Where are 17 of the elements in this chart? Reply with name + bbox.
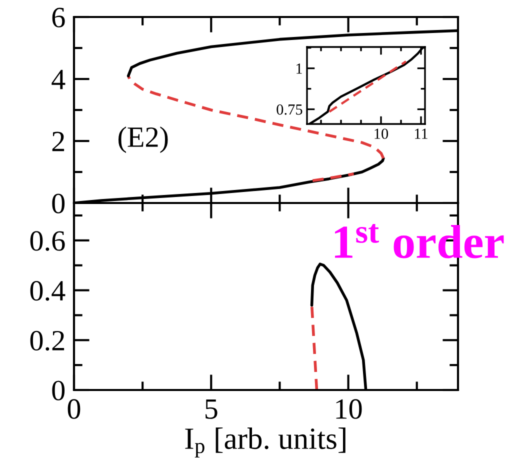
x-tick-label: 11	[414, 128, 428, 139]
y-tick-label: 0.4	[30, 280, 66, 301]
x-tick-label: 5	[206, 399, 218, 419]
x-tick-label: 10	[374, 128, 388, 139]
x-tick-label: 10	[336, 399, 362, 419]
y-tick-label: 0.75	[276, 104, 302, 115]
y-tick-label: 4	[52, 70, 66, 90]
x-tick-label: 0	[68, 399, 80, 419]
y-tick-label: 6	[52, 8, 65, 28]
x-axis-title: I$_{p}$ [arb. units]	[185, 428, 346, 458]
y-tick-label: 0.2	[30, 330, 64, 351]
y-tick-label: 0	[52, 380, 65, 400]
y-tick-label: 0	[52, 194, 65, 214]
y-tick-label: 0.6	[30, 231, 65, 251]
y-tick-label: 2	[52, 132, 64, 152]
y-tick-label: 1	[296, 64, 302, 74]
annotation: (E2)	[118, 126, 168, 153]
